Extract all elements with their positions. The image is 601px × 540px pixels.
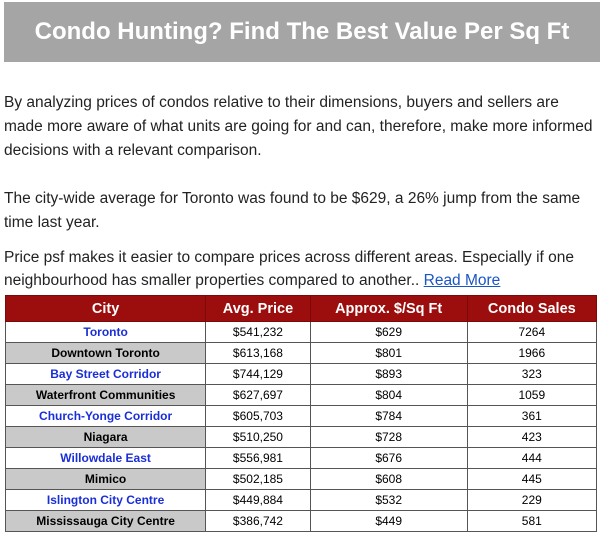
city-cell: Mimico (4, 468, 207, 490)
paragraph: The city-wide average for Toronto was fo… (4, 190, 581, 231)
table-row: Niagara $510,250 $728 423 (4, 426, 598, 448)
table-row: Church-Yonge Corridor $605,703 $784 361 (4, 405, 598, 427)
table-cell: 1059 (466, 384, 598, 406)
table-cell: $629 (309, 321, 468, 343)
table-cell: 1966 (466, 342, 598, 364)
table-cell: $502,185 (205, 468, 311, 490)
city-cell[interactable]: Church-Yonge Corridor (4, 405, 207, 427)
table-cell: 423 (466, 426, 598, 448)
table-cell: $449,884 (205, 489, 311, 511)
table-cell: $449 (309, 510, 468, 532)
table-cell: $801 (309, 342, 468, 364)
table-cell: 323 (466, 363, 598, 385)
city-cell: Niagara (4, 426, 207, 448)
table-cell: $744,129 (205, 363, 311, 385)
table-cell: $532 (309, 489, 468, 511)
table-cell: 581 (466, 510, 598, 532)
table-cell: 361 (466, 405, 598, 427)
city-cell[interactable]: Islington City Centre (4, 489, 207, 511)
table-row: Waterfront Communities $627,697 $804 1059 (4, 384, 598, 406)
table-cell: 7264 (466, 321, 598, 343)
table-cell: $893 (309, 363, 468, 385)
city-cell[interactable]: Willowdale East (4, 447, 207, 469)
table-cell: $613,168 (205, 342, 311, 364)
table-cell: $386,742 (205, 510, 311, 532)
city-cell: Mississauga City Centre (4, 510, 207, 532)
table-row: Islington City Centre $449,884 $532 229 (4, 489, 598, 511)
read-more-link[interactable]: Read More (423, 272, 501, 289)
table-cell: $627,697 (205, 384, 311, 406)
paragraph: By analyzing prices of condos relative t… (4, 94, 593, 159)
table-cell: $784 (309, 405, 468, 427)
table-cell: $605,703 (205, 405, 311, 427)
table-row: Downtown Toronto $613,168 $801 1966 (4, 342, 598, 364)
table-cell: $804 (309, 384, 468, 406)
table-cell: $608 (309, 468, 468, 490)
city-cell: Waterfront Communities (4, 384, 207, 406)
header-title: Condo Hunting? Find The Best Value Per S… (4, 2, 600, 62)
table-row: Willowdale East $556,981 $676 444 (4, 447, 598, 469)
header-row: City Avg. Price Approx. $/Sq Ft Condo Sales (4, 295, 598, 322)
table-row: Bay Street Corridor $744,129 $893 323 (4, 363, 598, 385)
paragraph-text: Price psf makes it easier to compare pri… (4, 249, 575, 289)
table-cell: $676 (309, 447, 468, 469)
column-header: Approx. $/Sq Ft (309, 295, 468, 322)
data-table: City Avg. Price Approx. $/Sq Ft Condo Sales… (4, 295, 598, 532)
table-body: Toronto $541,232 $629 7264 Downtown Toronto $… (4, 321, 598, 532)
table-cell: $556,981 (205, 447, 311, 469)
paragraph: Price psf makes it easier to compare pri… (4, 246, 598, 292)
table-cell: $510,250 (205, 426, 311, 448)
city-cell[interactable]: Toronto (4, 321, 207, 343)
table-cell: 229 (466, 489, 598, 511)
column-header: Avg. Price (205, 295, 311, 322)
table-cell: $541,232 (205, 321, 311, 343)
column-header: City (4, 295, 207, 322)
city-cell: Downtown Toronto (4, 342, 207, 364)
table-row: Mimico $502,185 $608 445 (4, 468, 598, 490)
table-cell: $728 (309, 426, 468, 448)
table-cell: 444 (466, 447, 598, 469)
table-cell: 445 (466, 468, 598, 490)
city-cell[interactable]: Bay Street Corridor (4, 363, 207, 385)
table-row: Toronto $541,232 $629 7264 (4, 321, 598, 343)
column-header: Condo Sales (466, 295, 598, 322)
table-row: Mississauga City Centre $386,742 $449 581 (4, 510, 598, 532)
